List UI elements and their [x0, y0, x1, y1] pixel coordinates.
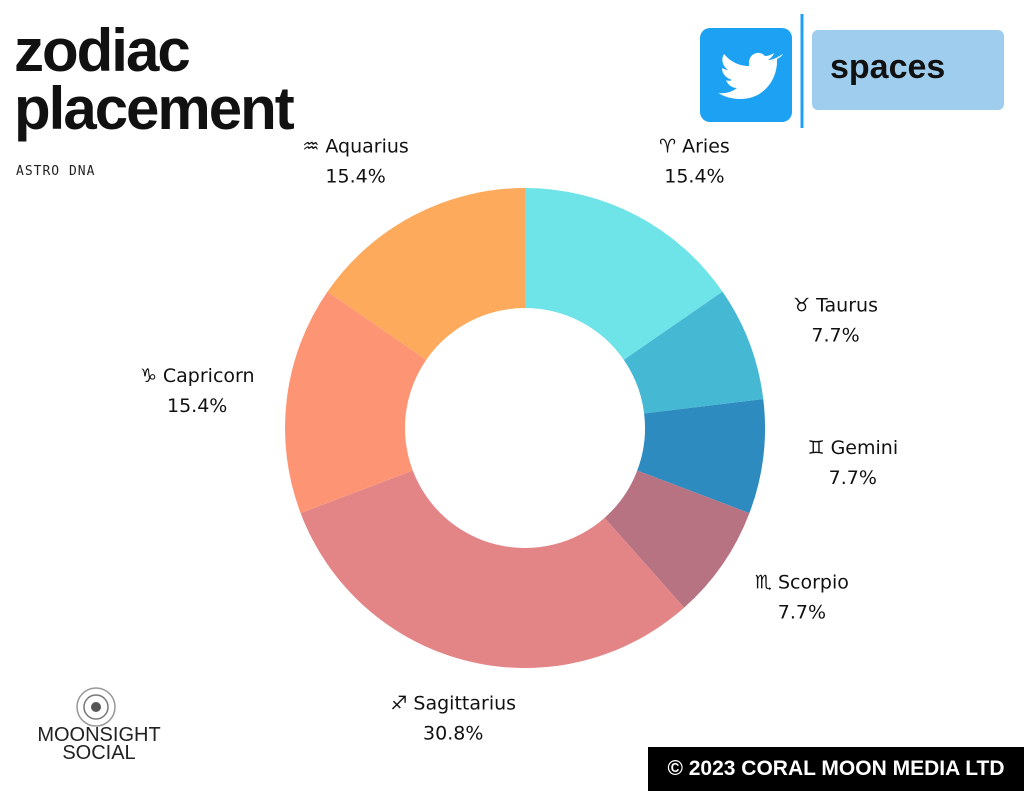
twitter-bird	[718, 52, 783, 99]
slice-value: 7.7%	[811, 325, 859, 347]
donut-slice	[604, 470, 750, 608]
slice-label: ♈ Aries	[659, 135, 730, 157]
donut-slice	[327, 188, 525, 360]
donut-slice	[623, 291, 764, 414]
donut-slice	[284, 291, 427, 514]
slice-value: 15.4%	[664, 165, 724, 187]
donut-slice	[525, 188, 723, 360]
chart-subtitle: ASTRO DNA	[16, 164, 96, 179]
slice-label: ♑ Capricorn	[140, 365, 255, 387]
slice-value: 30.8%	[423, 722, 483, 744]
slice-label: ♉ Taurus	[793, 295, 878, 317]
slice-value: 15.4%	[167, 395, 227, 417]
chart-title: zodiac placement	[14, 17, 295, 142]
slice-value: 15.4%	[325, 165, 385, 187]
donut-slice	[300, 470, 685, 668]
spaces-badge: spaces	[812, 30, 1004, 110]
slice-value: 7.7%	[829, 467, 877, 489]
copyright: © 2023 CORAL MOON MEDIA LTD	[648, 747, 1024, 791]
slice-label: ♒ Aquarius	[302, 135, 409, 157]
brand-logo	[76, 687, 116, 727]
slice-label: ♊ Gemini	[808, 437, 899, 459]
slice-label: ♏ Scorpio	[755, 571, 849, 593]
slice-value: 7.7%	[778, 601, 826, 623]
brand-name: MOONSIGHT SOCIAL	[37, 724, 161, 764]
donut-slice	[637, 399, 765, 514]
slice-label: ♐ Sagittarius	[390, 692, 516, 714]
